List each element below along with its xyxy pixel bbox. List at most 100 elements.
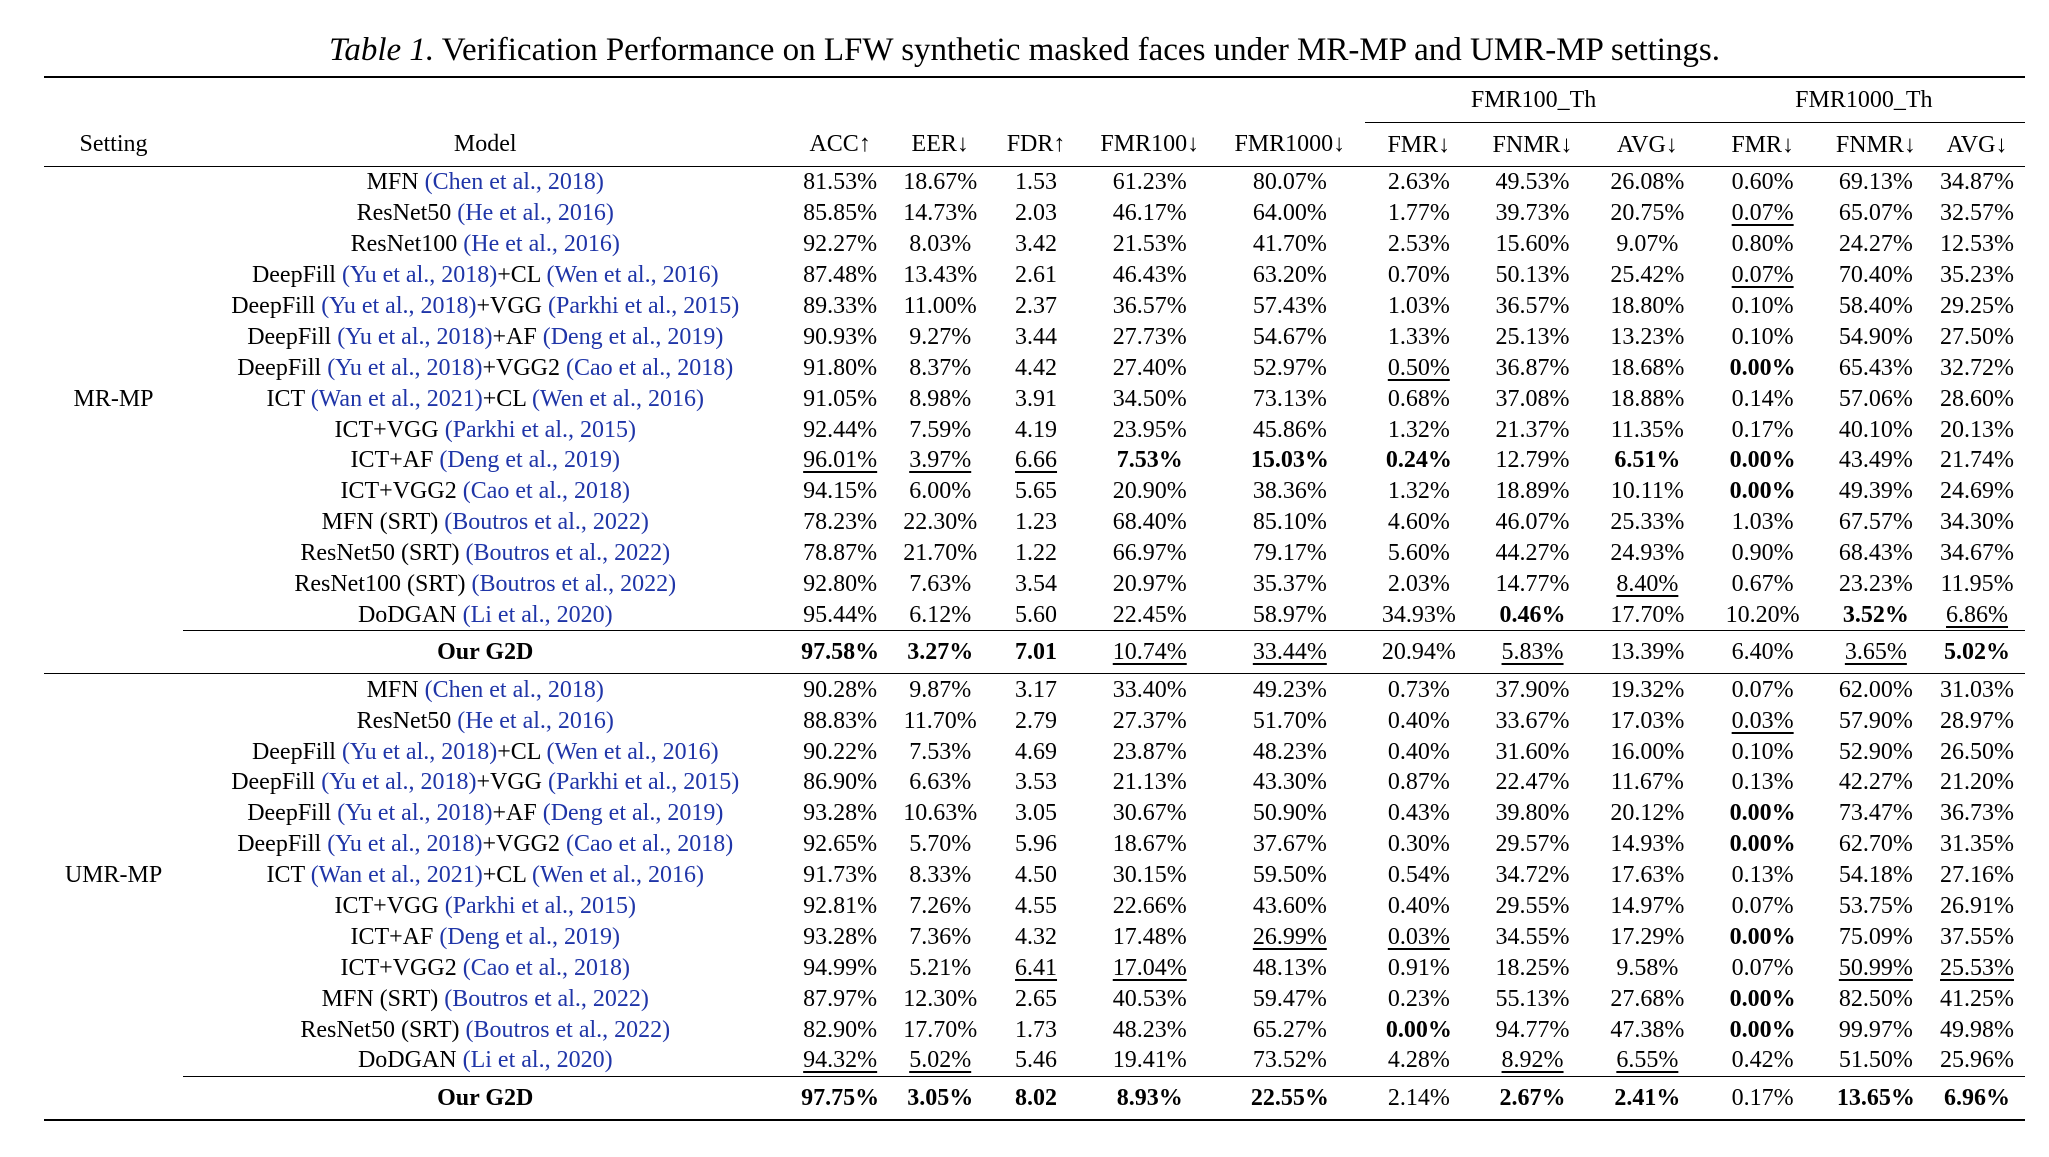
- citation-link[interactable]: (Cao et al., 2018): [462, 478, 630, 505]
- citation-link[interactable]: (Yu et al., 2018): [327, 354, 483, 381]
- citation-link[interactable]: (Yu et al., 2018): [321, 293, 477, 319]
- metric-value: 73.13%: [1252, 385, 1327, 412]
- model-name: ResNet50 (SRT) (Boutros et al., 2022): [183, 538, 788, 569]
- table-cell: 51.70%: [1215, 705, 1365, 736]
- table-cell: 6.00%: [893, 476, 988, 507]
- table-row: DeepFill (Yu et al., 2018)+VGG (Parkhi e…: [44, 291, 2025, 322]
- model-name: DeepFill (Yu et al., 2018)+VGG2 (Cao et …: [183, 829, 788, 860]
- table-cell: 22.55%: [1215, 1075, 1365, 1120]
- citation-link[interactable]: (Yu et al., 2018): [337, 323, 493, 350]
- citation-link[interactable]: (He et al., 2016): [457, 200, 614, 227]
- citation-link[interactable]: (Boutros et al., 2022): [444, 985, 649, 1012]
- table-cell: 8.33%: [893, 860, 988, 891]
- citation-link[interactable]: (Cao et al., 2018): [566, 831, 734, 858]
- citation-link[interactable]: (Cao et al., 2018): [566, 354, 734, 381]
- metric-value: 25.42%: [1610, 262, 1685, 289]
- table-cell: 90.28%: [788, 674, 893, 705]
- metric-value: 6.55%: [1616, 1047, 1679, 1074]
- metric-value: 87.48%: [803, 262, 878, 289]
- metric-value: 27.50%: [1940, 323, 2015, 350]
- table-cell: 94.32%: [788, 1045, 893, 1076]
- metric-value: 13.39%: [1610, 639, 1685, 666]
- citation-link[interactable]: (Boutros et al., 2022): [465, 1016, 671, 1043]
- table-cell: 41.70%: [1215, 229, 1365, 260]
- citation-link[interactable]: (Chen et al., 2018): [424, 676, 604, 703]
- citation-link[interactable]: (Parkhi et al., 2015): [444, 893, 636, 920]
- table-cell: 57.06%: [1823, 383, 1929, 414]
- citation-link[interactable]: (He et al., 2016): [457, 707, 614, 734]
- citation-link[interactable]: (Wen et al., 2016): [546, 262, 719, 289]
- citation-link[interactable]: (Boutros et al., 2022): [465, 540, 671, 567]
- table-cell: 4.19: [988, 414, 1085, 445]
- citation-link[interactable]: (He et al., 2016): [463, 231, 620, 258]
- citation-link[interactable]: (Deng et al., 2019): [439, 923, 620, 950]
- table-cell: 17.03%: [1592, 705, 1703, 736]
- citation-link[interactable]: (Wen et al., 2016): [532, 862, 705, 889]
- table-cell: 13.43%: [893, 260, 988, 291]
- table-cell: 25.42%: [1592, 260, 1703, 291]
- metric-value: 0.13%: [1731, 862, 1794, 889]
- citation-link[interactable]: (Wan et al., 2021): [310, 385, 483, 412]
- metric-value: 5.60%: [1387, 540, 1450, 567]
- table-row: DeepFill (Yu et al., 2018)+CL (Wen et al…: [44, 736, 2025, 767]
- table-cell: 0.00%: [1703, 445, 1823, 476]
- table-cell: 26.99%: [1215, 921, 1365, 952]
- citation-link[interactable]: (Yu et al., 2018): [327, 831, 483, 858]
- table-cell: 14.97%: [1592, 891, 1703, 922]
- citation-link[interactable]: (Boutros et al., 2022): [471, 571, 677, 598]
- table-cell: 0.90%: [1703, 538, 1823, 569]
- table-cell: 97.75%: [787, 1075, 893, 1120]
- citation-link[interactable]: (Deng et al., 2019): [542, 323, 724, 350]
- citation-link[interactable]: (Deng et al., 2019): [439, 447, 620, 474]
- table-cell: 0.30%: [1365, 829, 1473, 860]
- table-cell: 39.73%: [1473, 198, 1592, 229]
- metric-value: 92.65%: [803, 831, 878, 858]
- table-cell: 27.50%: [1929, 321, 2025, 352]
- metric-value: 2.03%: [1387, 571, 1450, 598]
- citation-link[interactable]: (Yu et al., 2018): [341, 262, 498, 289]
- metric-value: 32.72%: [1940, 354, 2015, 381]
- citation-link[interactable]: (Parkhi et al., 2015): [444, 416, 636, 443]
- metric-value: 54.90%: [1838, 323, 1913, 350]
- citation-link[interactable]: (Wen et al., 2016): [532, 385, 705, 412]
- metric-value: 25.13%: [1495, 323, 1570, 350]
- table-cell: 12.30%: [893, 983, 988, 1014]
- table-cell: 24.69%: [1929, 476, 2025, 507]
- citation-link[interactable]: (Boutros et al., 2022): [444, 509, 649, 536]
- metric-value: 29.25%: [1940, 293, 2015, 319]
- table-cell: 17.48%: [1084, 921, 1215, 952]
- table-cell: 23.23%: [1823, 569, 1929, 600]
- citation-link[interactable]: (Li et al., 2020): [462, 601, 613, 628]
- model-name-text: ResNet50 (SRT): [300, 1016, 466, 1043]
- metric-value: 2.65: [1015, 985, 1058, 1012]
- citation-link[interactable]: (Chen et al., 2018): [424, 169, 604, 196]
- citation-link[interactable]: (Wen et al., 2016): [546, 738, 719, 765]
- citation-link[interactable]: (Yu et al., 2018): [321, 769, 477, 796]
- metric-value: 0.00%: [1729, 447, 1796, 474]
- model-name: ICT+AF (Deng et al., 2019): [183, 445, 788, 476]
- metric-value: 38.36%: [1252, 478, 1327, 505]
- metric-value: 0.07%: [1731, 262, 1794, 289]
- table-cell: 0.03%: [1703, 705, 1823, 736]
- citation-link[interactable]: (Deng et al., 2019): [542, 800, 724, 827]
- metric-value: 21.53%: [1112, 231, 1187, 258]
- citation-link[interactable]: (Yu et al., 2018): [341, 738, 498, 765]
- citation-link[interactable]: (Parkhi et al., 2015): [548, 769, 740, 796]
- citation-link[interactable]: (Parkhi et al., 2015): [548, 293, 740, 319]
- table-cell: 73.47%: [1823, 798, 1929, 829]
- citation-link[interactable]: (Wan et al., 2021): [310, 862, 483, 889]
- metric-value: 27.16%: [1940, 862, 2015, 889]
- table-cell: 62.00%: [1823, 674, 1929, 705]
- table-cell: 7.63%: [893, 569, 988, 600]
- metric-value: 91.73%: [803, 862, 878, 889]
- metric-value: 27.40%: [1112, 354, 1187, 381]
- table-cell: 19.32%: [1592, 674, 1703, 705]
- citation-link[interactable]: (Li et al., 2020): [462, 1047, 613, 1074]
- metric-value: 57.06%: [1838, 385, 1913, 412]
- citation-link[interactable]: (Cao et al., 2018): [462, 954, 630, 981]
- table-cell: 5.70%: [893, 829, 988, 860]
- metric-value: 54.18%: [1838, 862, 1913, 889]
- table-cell: 0.42%: [1703, 1045, 1823, 1076]
- citation-link[interactable]: (Yu et al., 2018): [337, 800, 493, 827]
- metric-value: 6.63%: [909, 769, 972, 796]
